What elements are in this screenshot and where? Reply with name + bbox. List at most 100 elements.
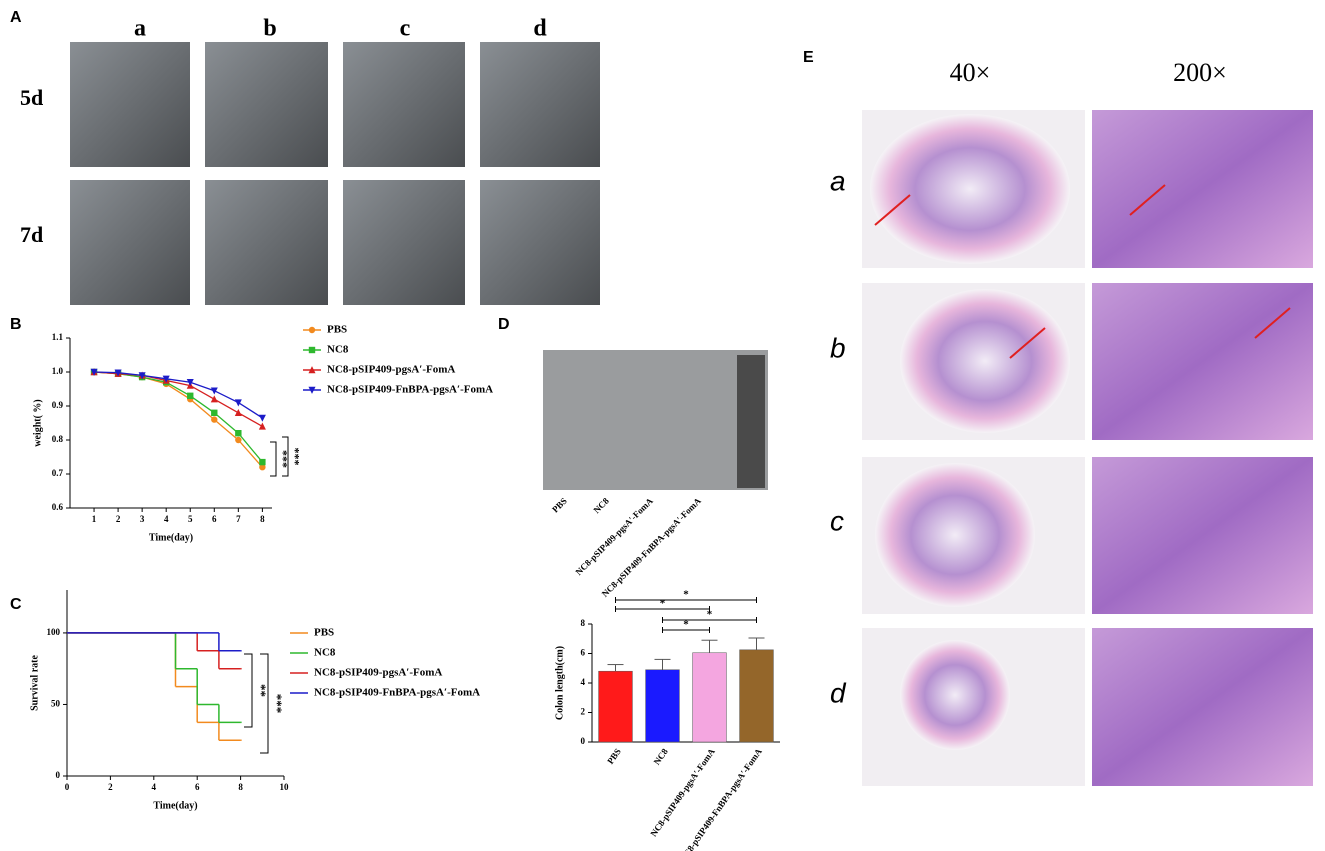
y-tick-label: 8 [581, 618, 586, 628]
series-line [94, 371, 263, 463]
bar [598, 670, 633, 743]
colon-photo [543, 350, 768, 490]
arrow [1009, 327, 1046, 359]
arrow [874, 194, 911, 226]
ruler [737, 355, 765, 488]
legend-label: NC8 [327, 344, 349, 356]
bar [692, 652, 727, 743]
bracket [270, 441, 277, 477]
marker [308, 366, 316, 374]
x-tick-label: 1 [92, 514, 97, 524]
photo [343, 180, 465, 305]
histology-image [1092, 110, 1313, 268]
photo-label: NC8-pSIP409-pgsA′-FomA [574, 495, 656, 577]
photo [480, 180, 600, 305]
row-label: a [830, 165, 846, 196]
x-tick-label: NC8 [652, 746, 671, 766]
tissue [870, 114, 1070, 264]
marker [187, 392, 194, 399]
bracket [260, 653, 269, 754]
y-tick-label: 1.1 [52, 332, 64, 342]
legend-label: NC8-pSIP409-FnBPA-pgsA′-FomA [327, 384, 493, 396]
x-tick-label: PBS [605, 747, 623, 766]
x-axis-label: Time(day) [153, 800, 197, 811]
marker [259, 464, 266, 471]
x-tick-label: 6 [195, 782, 200, 792]
marker [308, 326, 316, 334]
x-tick-label: 10 [280, 782, 290, 792]
bar [739, 649, 774, 743]
y-tick-label: 0.6 [52, 502, 64, 512]
photo [205, 42, 328, 167]
x-tick-label: 4 [164, 514, 169, 524]
x-tick-label: NC8-pSIP409-FnBPA-pgsA′-FomA [678, 746, 764, 851]
photo [70, 42, 190, 167]
y-axis-label: Survival rate [29, 655, 40, 711]
legend-label: NC8 [314, 647, 336, 659]
panel-label: C [10, 596, 22, 613]
panel-label: B [10, 316, 22, 333]
row-label: b [830, 332, 846, 363]
histology-image [1092, 457, 1313, 614]
marker [235, 430, 242, 437]
row-label: 7d [20, 222, 43, 247]
y-tick-label: 0 [581, 736, 586, 746]
marker [211, 416, 218, 423]
photo-label: PBS [550, 496, 569, 515]
arrow [1129, 184, 1166, 216]
x-tick-label: 2 [108, 782, 113, 792]
marker [258, 414, 266, 422]
photo [343, 42, 465, 167]
bracket [282, 436, 289, 477]
marker [259, 458, 266, 466]
x-tick-label: 8 [238, 782, 243, 792]
x-tick-label: 4 [152, 782, 157, 792]
y-tick-label: 100 [47, 627, 61, 637]
row-label: d [830, 677, 847, 708]
y-axis-label: Colon length(cm) [554, 646, 565, 720]
panel-label: D [498, 316, 510, 333]
significance: * [660, 598, 666, 610]
column-label: b [263, 16, 276, 42]
panel-label: A [10, 9, 22, 26]
photo [70, 180, 190, 305]
tissue [875, 463, 1035, 607]
series-line [94, 371, 263, 427]
legend-label: PBS [314, 627, 334, 639]
marker [186, 379, 194, 387]
y-tick-label: 4 [581, 677, 586, 687]
histology-image [1092, 283, 1313, 440]
histology-image [1092, 628, 1313, 786]
y-tick-label: 0.9 [52, 400, 64, 410]
marker [138, 372, 146, 380]
legend-label: NC8-pSIP409-FnBPA-pgsA′-FomA [314, 687, 480, 699]
marker [210, 387, 218, 395]
marker [211, 409, 218, 416]
y-axis-label: weight( %) [32, 399, 43, 447]
tissue [900, 640, 1010, 750]
series-line [94, 371, 263, 468]
marker [235, 436, 242, 444]
marker [114, 369, 122, 377]
arrow [1254, 307, 1291, 339]
significance: *** [276, 450, 290, 468]
x-tick-label: 2 [116, 514, 121, 524]
legend-label: NC8-pSIP409-pgsA′-FomA [327, 364, 455, 376]
column-label: d [533, 16, 547, 42]
marker [258, 422, 266, 430]
bracket [244, 653, 253, 728]
y-tick-label: 6 [581, 648, 586, 658]
marker [210, 395, 218, 403]
series-line [94, 371, 263, 419]
marker [308, 346, 316, 354]
y-tick-label: 0.7 [52, 468, 64, 478]
y-tick-label: 1.0 [52, 366, 64, 376]
y-tick-label: 2 [581, 707, 586, 717]
y-tick-label: 0 [56, 770, 61, 780]
marker [162, 375, 170, 383]
column-label: 40× [950, 58, 991, 87]
x-axis-label: Time(day) [149, 532, 193, 543]
marker [90, 368, 98, 376]
significance: *** [270, 694, 285, 714]
